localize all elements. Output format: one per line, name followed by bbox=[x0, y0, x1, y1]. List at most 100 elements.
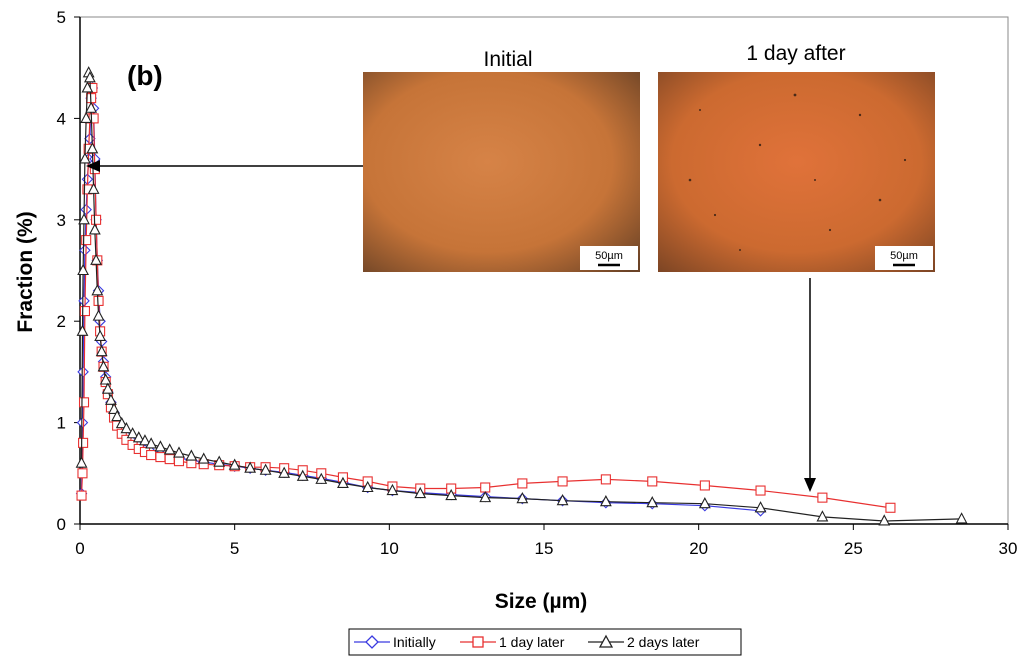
y-tick-label: 3 bbox=[57, 211, 66, 230]
data-point bbox=[698, 497, 711, 509]
square-marker-icon bbox=[472, 636, 484, 648]
data-point bbox=[80, 111, 93, 123]
data-point bbox=[414, 486, 427, 499]
data-point bbox=[154, 440, 167, 452]
data-point bbox=[556, 493, 569, 506]
data-point bbox=[105, 393, 117, 405]
y-tick-label: 2 bbox=[57, 312, 66, 331]
data-point bbox=[479, 490, 492, 503]
data-point bbox=[79, 306, 90, 317]
data-point bbox=[132, 431, 145, 443]
inset-initial: Initial 50µm bbox=[363, 48, 640, 272]
data-point bbox=[173, 446, 185, 458]
x-tick-label: 15 bbox=[535, 539, 554, 558]
data-point bbox=[92, 309, 105, 321]
data-point bbox=[78, 437, 89, 448]
data-point bbox=[97, 360, 110, 372]
series-2-days-later bbox=[75, 66, 968, 526]
x-tick-label: 5 bbox=[230, 539, 239, 558]
data-point bbox=[78, 213, 90, 225]
data-point bbox=[817, 492, 828, 503]
micrograph-initial bbox=[363, 72, 640, 272]
inset-title-1-day-after: 1 day after bbox=[746, 42, 845, 65]
legend-box bbox=[348, 628, 742, 656]
y-tick-label: 0 bbox=[57, 515, 66, 534]
data-point bbox=[76, 324, 89, 336]
data-point bbox=[754, 501, 767, 513]
data-point bbox=[885, 502, 896, 513]
legend-item-initially: Initially bbox=[354, 634, 436, 650]
data-point bbox=[163, 443, 176, 455]
data-point bbox=[77, 366, 89, 378]
x-tick-label: 30 bbox=[999, 539, 1018, 558]
micrograph-1-day-after bbox=[658, 72, 935, 272]
data-point bbox=[83, 71, 96, 83]
data-point bbox=[87, 182, 100, 194]
legend-label-1-day-later: 1 day later bbox=[499, 634, 565, 650]
arrow-to-peak bbox=[86, 160, 363, 172]
data-point bbox=[75, 456, 88, 468]
data-point bbox=[955, 512, 968, 524]
data-point bbox=[386, 483, 399, 496]
data-point bbox=[228, 458, 241, 470]
scale-label-1-day-after: 50µm bbox=[890, 250, 918, 262]
data-point bbox=[88, 223, 101, 235]
data-point bbox=[878, 514, 891, 526]
y-tick-label: 4 bbox=[57, 109, 66, 128]
data-point bbox=[76, 416, 89, 429]
data-point bbox=[337, 476, 349, 488]
legend: Initially 1 day later 2 days later bbox=[348, 628, 742, 656]
data-point bbox=[185, 449, 198, 461]
x-tick-label: 25 bbox=[844, 539, 863, 558]
inset-1-day-after: 1 day after 50µm bbox=[658, 42, 935, 272]
data-point bbox=[115, 416, 128, 429]
inset-title-initial: Initial bbox=[483, 48, 532, 71]
y-axis-label: Fraction (%) bbox=[14, 211, 37, 332]
legend-item-2-days-later: 2 days later bbox=[588, 634, 700, 650]
data-point bbox=[557, 476, 568, 487]
triangle-marker-icon bbox=[598, 634, 614, 648]
data-point bbox=[600, 474, 611, 485]
data-point bbox=[445, 488, 458, 501]
data-point bbox=[755, 485, 766, 496]
data-point bbox=[85, 101, 98, 113]
data-point bbox=[646, 496, 659, 508]
legend-label-initially: Initially bbox=[393, 634, 436, 650]
data-point bbox=[146, 449, 157, 461]
data-point bbox=[361, 480, 374, 493]
x-axis-label: Size (µm) bbox=[495, 590, 588, 613]
data-point bbox=[816, 510, 829, 522]
data-point bbox=[145, 437, 158, 449]
data-point bbox=[244, 461, 257, 473]
data-point bbox=[197, 452, 210, 464]
data-point bbox=[80, 203, 92, 216]
data-point bbox=[91, 284, 104, 296]
data-point bbox=[95, 344, 108, 357]
data-point bbox=[599, 495, 612, 507]
y-tick-label: 1 bbox=[57, 414, 66, 433]
data-point bbox=[94, 329, 107, 341]
panel-label: (b) bbox=[127, 60, 163, 91]
data-point bbox=[81, 81, 94, 93]
data-point bbox=[91, 214, 102, 225]
data-point bbox=[99, 373, 112, 385]
data-point bbox=[164, 454, 175, 465]
particle-specks bbox=[688, 93, 907, 251]
data-point bbox=[120, 422, 133, 434]
data-point bbox=[173, 456, 185, 467]
y-tick-label: 5 bbox=[57, 8, 66, 27]
data-point bbox=[81, 235, 92, 246]
data-point bbox=[78, 295, 90, 307]
data-point bbox=[79, 152, 91, 164]
data-point bbox=[315, 472, 328, 484]
diamond-marker-icon bbox=[365, 635, 379, 649]
data-point bbox=[111, 409, 124, 422]
axes: 0 5 10 15 20 25 30 0 1 2 3 4 5 bbox=[57, 8, 1018, 558]
series-layer bbox=[75, 66, 968, 526]
x-tick-label: 10 bbox=[380, 539, 399, 558]
data-point bbox=[121, 434, 132, 445]
data-point bbox=[278, 466, 291, 478]
data-point bbox=[259, 463, 272, 475]
data-point bbox=[139, 434, 151, 446]
